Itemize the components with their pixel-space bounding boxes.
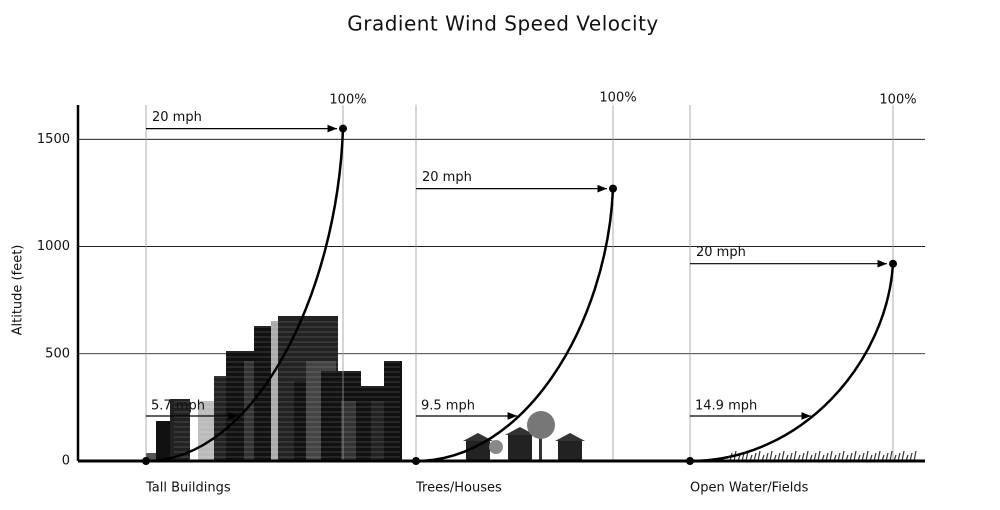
top-label: 100% xyxy=(329,93,366,108)
building xyxy=(384,361,402,461)
y-axis-label: Altitude (feet) xyxy=(11,245,26,336)
top-label: 100% xyxy=(879,93,916,108)
building xyxy=(170,399,190,461)
top-speed-label: 20 mph xyxy=(696,245,746,260)
house xyxy=(466,441,490,461)
wind-curve xyxy=(689,263,895,463)
y-tick-label: 1000 xyxy=(37,239,70,254)
y-tick-label: 1500 xyxy=(37,132,70,147)
house xyxy=(508,435,532,461)
gradient-dot xyxy=(339,124,347,133)
gradient-dot xyxy=(609,184,617,193)
city-skyline xyxy=(146,316,402,461)
trees-houses xyxy=(463,411,585,461)
wind-curve xyxy=(415,188,615,463)
top-speed-label: 20 mph xyxy=(422,170,472,185)
low-speed-label: 14.9 mph xyxy=(695,398,757,413)
gradient-dot xyxy=(889,259,897,268)
top-label: 100% xyxy=(599,91,636,106)
tree xyxy=(489,440,503,454)
house xyxy=(558,441,582,461)
wind-curve xyxy=(145,128,345,463)
roof xyxy=(505,427,535,435)
y-tick-label: 500 xyxy=(45,346,70,361)
roof xyxy=(463,433,493,441)
roof xyxy=(555,433,585,441)
low-speed-label: 5.7 mph xyxy=(151,398,205,413)
low-speed-label: 9.5 mph xyxy=(421,398,475,413)
tree xyxy=(527,411,555,439)
category-label: Tall Buildings xyxy=(145,481,231,496)
top-speed-label: 20 mph xyxy=(152,110,202,125)
category-label: Open Water/Fields xyxy=(690,481,809,496)
chart-title: Gradient Wind Speed Velocity xyxy=(347,12,659,36)
trunk xyxy=(539,431,542,461)
y-tick-label: 0 xyxy=(62,454,70,469)
category-label: Trees/Houses xyxy=(415,481,502,496)
